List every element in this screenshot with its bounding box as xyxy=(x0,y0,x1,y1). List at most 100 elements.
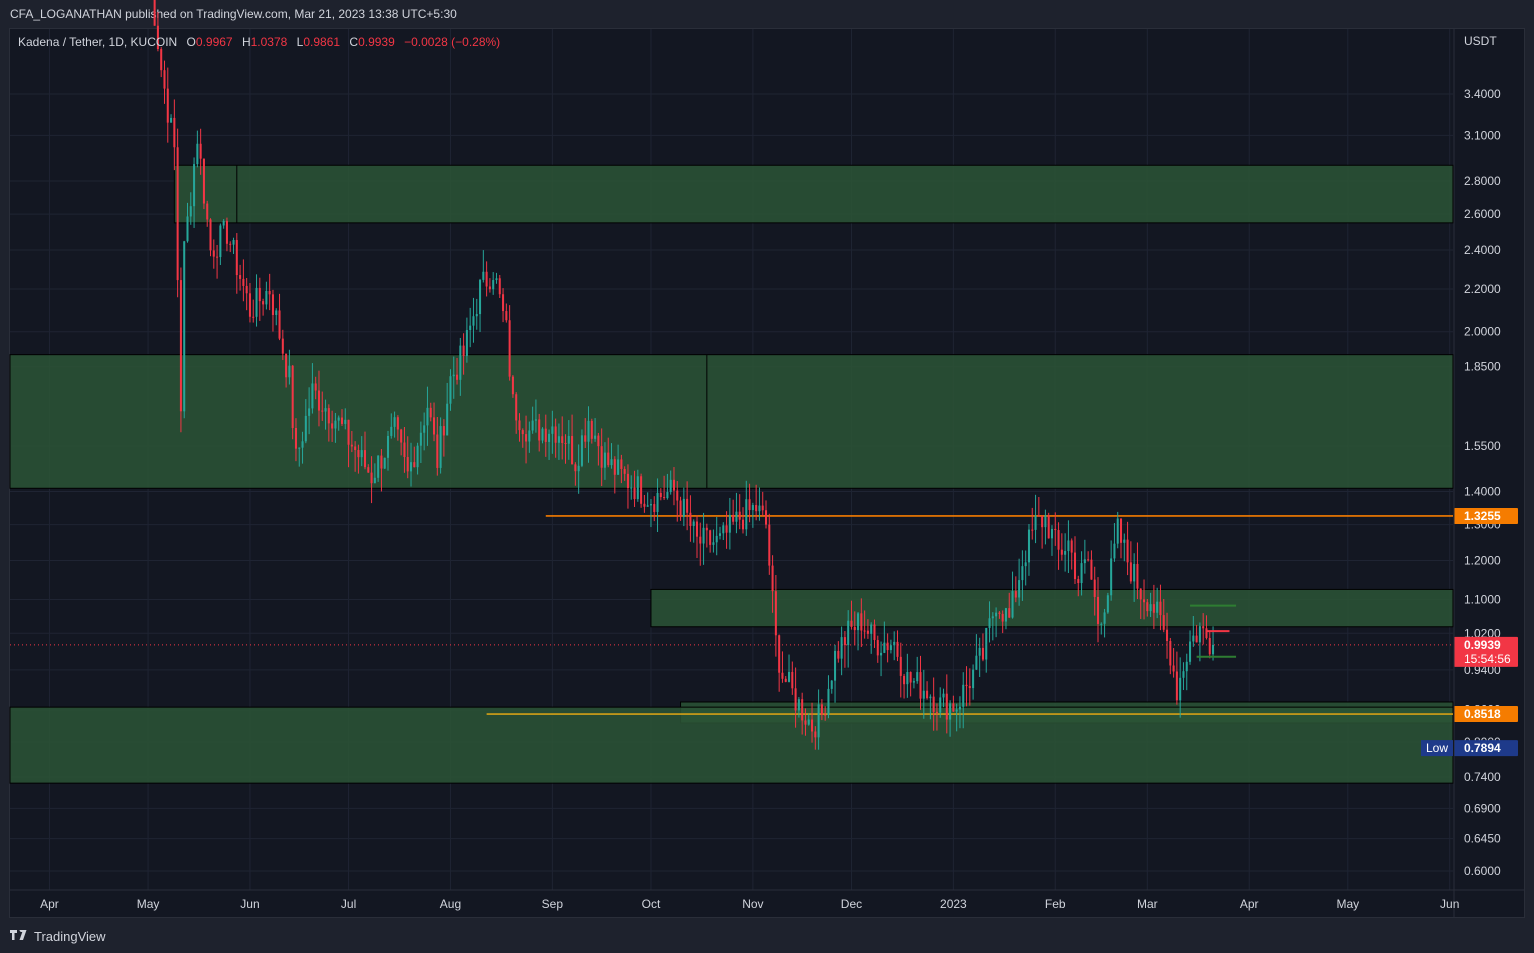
candle-body xyxy=(893,641,896,646)
candle-body xyxy=(1044,515,1047,528)
candle-body xyxy=(584,435,587,442)
y-tick-label: 1.1000 xyxy=(1464,592,1501,606)
candle-body xyxy=(1008,608,1011,618)
candle-body xyxy=(613,459,616,475)
candle-body xyxy=(679,500,682,517)
candle-body xyxy=(508,320,511,377)
candle-body xyxy=(340,417,344,424)
candle-body xyxy=(170,117,173,123)
candle-body xyxy=(889,645,892,651)
candle-body xyxy=(380,455,383,469)
candle-body xyxy=(1133,563,1136,582)
candle-body xyxy=(390,426,393,436)
candle-body xyxy=(255,287,258,317)
candle-body xyxy=(1080,563,1083,584)
candle-body xyxy=(820,704,823,715)
candle-body xyxy=(163,70,166,89)
candle-body xyxy=(735,511,738,522)
y-tick-label: 3.1000 xyxy=(1464,128,1501,142)
candle-body xyxy=(433,417,436,435)
candle-body xyxy=(1212,644,1215,655)
candle-body xyxy=(265,290,268,305)
candle-body xyxy=(939,697,942,713)
candle-body xyxy=(160,49,163,71)
candle-body xyxy=(768,524,771,566)
candle-body xyxy=(350,444,353,447)
candle-body xyxy=(699,536,702,544)
candle-body xyxy=(866,630,869,634)
tradingview-footer[interactable]: TradingView xyxy=(10,926,106,946)
x-tick-label: Nov xyxy=(742,897,763,911)
candle-body xyxy=(502,294,505,312)
candle-body xyxy=(1106,595,1109,613)
candle-body xyxy=(216,256,219,258)
candle-body xyxy=(1100,623,1103,625)
candle-body xyxy=(439,426,442,468)
candle-body xyxy=(528,430,531,442)
candle-body xyxy=(998,612,1001,614)
candle-body xyxy=(462,345,465,357)
candle-body xyxy=(557,436,560,443)
candle-body xyxy=(988,618,991,628)
x-tick-label: Jun xyxy=(240,897,259,911)
candle-body xyxy=(1123,539,1126,543)
candle-body xyxy=(686,498,689,513)
candle-body xyxy=(156,25,159,50)
candle-body xyxy=(1083,559,1086,564)
candle-body xyxy=(498,278,501,295)
candle-body xyxy=(709,530,712,545)
candle-body xyxy=(386,435,390,458)
candle-body xyxy=(193,164,196,207)
candle-body xyxy=(337,417,340,421)
candle-body xyxy=(643,503,646,507)
candle-body xyxy=(834,650,837,681)
candle-body xyxy=(926,690,929,699)
candle-body xyxy=(801,699,804,721)
candle-body xyxy=(850,620,853,627)
x-tick-label: Feb xyxy=(1045,897,1066,911)
candle-body xyxy=(935,711,938,713)
candle-body xyxy=(360,450,363,458)
candle-body xyxy=(607,452,610,466)
candle-body xyxy=(347,419,350,445)
x-tick-label: Oct xyxy=(642,897,661,911)
candle-body xyxy=(883,642,886,653)
candle-body xyxy=(942,693,945,698)
candle-body xyxy=(1195,635,1198,643)
tradingview-logo-icon xyxy=(10,930,27,940)
candle-body xyxy=(811,719,814,732)
candle-body xyxy=(1096,596,1100,624)
candle-body xyxy=(235,239,238,276)
candle-body xyxy=(1126,539,1129,563)
candle-body xyxy=(797,699,800,711)
candle-body xyxy=(981,647,984,660)
candle-body xyxy=(275,310,278,315)
x-tick-label: Jun xyxy=(1440,897,1459,911)
candle-body xyxy=(403,442,406,458)
candle-body xyxy=(199,143,202,159)
candle-body xyxy=(176,147,179,281)
x-tick-label: Jul xyxy=(341,897,356,911)
candle-body xyxy=(909,672,912,683)
low-label: L xyxy=(296,35,304,49)
x-tick-label: Dec xyxy=(841,897,862,911)
candle-body xyxy=(1060,549,1063,555)
candle-body xyxy=(610,459,613,466)
candle-body xyxy=(814,731,817,738)
y-tick-label: 2.4000 xyxy=(1464,243,1501,257)
candle-body xyxy=(245,285,248,294)
candle-body xyxy=(515,394,518,421)
candle-body xyxy=(840,637,843,659)
candle-body xyxy=(1179,677,1182,701)
candle-body xyxy=(472,316,475,326)
close-label: C xyxy=(349,35,359,49)
candle-body xyxy=(824,714,827,716)
candle-body xyxy=(1182,671,1185,678)
candle-body xyxy=(1047,515,1050,539)
candle-body xyxy=(179,280,182,412)
x-tick-label: Apr xyxy=(40,897,59,911)
candle-body xyxy=(659,492,662,498)
x-tick-label: Apr xyxy=(1240,897,1259,911)
candle-body xyxy=(183,241,186,412)
